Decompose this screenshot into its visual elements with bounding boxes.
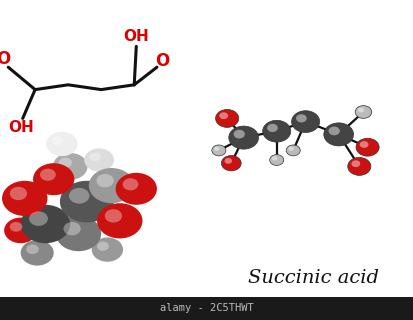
Circle shape bbox=[225, 158, 232, 164]
Circle shape bbox=[26, 244, 39, 254]
Circle shape bbox=[270, 155, 284, 165]
Circle shape bbox=[296, 114, 307, 123]
Circle shape bbox=[356, 138, 379, 156]
Circle shape bbox=[92, 237, 123, 262]
Circle shape bbox=[216, 109, 239, 127]
Circle shape bbox=[21, 240, 54, 266]
Circle shape bbox=[21, 205, 70, 243]
Circle shape bbox=[69, 188, 89, 204]
Circle shape bbox=[4, 218, 37, 243]
Text: Succinic acid: Succinic acid bbox=[248, 269, 380, 287]
Circle shape bbox=[33, 163, 74, 195]
Circle shape bbox=[229, 126, 259, 149]
Circle shape bbox=[10, 222, 22, 232]
Circle shape bbox=[46, 132, 78, 156]
Text: alamy - 2C5THWT: alamy - 2C5THWT bbox=[160, 303, 253, 314]
Circle shape bbox=[272, 156, 277, 160]
Circle shape bbox=[212, 145, 226, 156]
Circle shape bbox=[329, 127, 340, 135]
Circle shape bbox=[56, 216, 101, 251]
Circle shape bbox=[60, 181, 114, 222]
Circle shape bbox=[288, 147, 294, 151]
Circle shape bbox=[89, 168, 134, 203]
Circle shape bbox=[324, 123, 354, 146]
Circle shape bbox=[59, 157, 72, 168]
Circle shape bbox=[2, 181, 47, 216]
Circle shape bbox=[53, 153, 88, 180]
Text: OH: OH bbox=[8, 121, 33, 135]
Circle shape bbox=[355, 106, 372, 118]
Circle shape bbox=[52, 136, 64, 145]
Circle shape bbox=[348, 157, 371, 175]
Circle shape bbox=[214, 147, 219, 151]
Circle shape bbox=[40, 169, 56, 181]
Circle shape bbox=[97, 203, 142, 238]
Circle shape bbox=[221, 156, 241, 171]
Circle shape bbox=[10, 187, 27, 200]
Circle shape bbox=[292, 111, 320, 132]
Circle shape bbox=[234, 130, 245, 139]
Circle shape bbox=[351, 160, 360, 167]
Circle shape bbox=[263, 120, 291, 142]
Circle shape bbox=[84, 148, 114, 172]
Circle shape bbox=[286, 145, 300, 156]
Circle shape bbox=[97, 174, 114, 188]
Circle shape bbox=[358, 108, 364, 113]
Circle shape bbox=[360, 141, 368, 148]
Circle shape bbox=[267, 124, 278, 132]
Circle shape bbox=[123, 178, 138, 190]
Circle shape bbox=[105, 209, 122, 223]
Circle shape bbox=[116, 173, 157, 205]
Circle shape bbox=[219, 112, 228, 119]
Circle shape bbox=[29, 211, 48, 226]
Circle shape bbox=[89, 152, 101, 161]
Circle shape bbox=[64, 222, 81, 235]
Text: O: O bbox=[0, 50, 10, 68]
Bar bbox=[0, 297, 413, 320]
Text: OH: OH bbox=[123, 29, 149, 44]
Text: O: O bbox=[155, 52, 169, 70]
Circle shape bbox=[97, 242, 109, 251]
